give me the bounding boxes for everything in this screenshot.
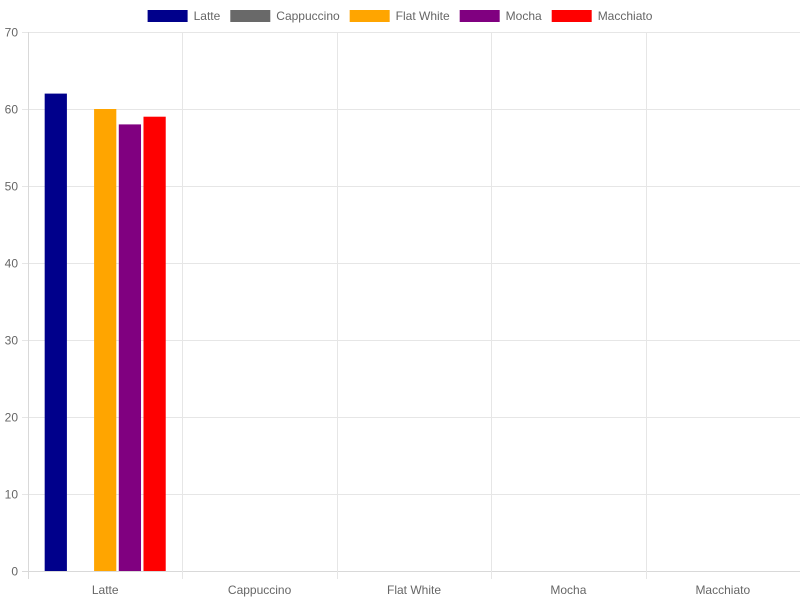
legend-item-mocha[interactable]: Mocha bbox=[459, 9, 542, 23]
legend-swatch bbox=[551, 10, 592, 22]
bars bbox=[44, 93, 166, 572]
legend-label: Mocha bbox=[506, 9, 542, 23]
x-tick-label: Flat White bbox=[387, 583, 441, 597]
y-tick-label: 50 bbox=[5, 180, 19, 194]
y-tick-label: 60 bbox=[5, 103, 19, 117]
y-tick-label: 20 bbox=[5, 411, 19, 425]
legend-label: Flat White bbox=[396, 9, 450, 23]
bar-flat-white[interactable] bbox=[94, 109, 117, 571]
legend-label: Macchiato bbox=[598, 9, 653, 23]
bar-mocha[interactable] bbox=[118, 124, 142, 572]
legend-swatch bbox=[349, 10, 390, 22]
x-tick-label: Macchiato bbox=[695, 583, 750, 597]
legend-swatch bbox=[147, 10, 188, 22]
y-tick-label: 40 bbox=[5, 257, 19, 271]
legend-item-latte[interactable]: Latte bbox=[147, 9, 221, 23]
legend-swatch bbox=[230, 10, 271, 22]
y-tick-label: 30 bbox=[5, 334, 19, 348]
legend-item-flat-white[interactable]: Flat White bbox=[349, 9, 450, 23]
legend-item-cappuccino[interactable]: Cappuccino bbox=[230, 9, 340, 23]
x-tick-label: Latte bbox=[92, 583, 119, 597]
x-tick-label: Cappuccino bbox=[228, 583, 292, 597]
y-tick-label: 10 bbox=[5, 488, 19, 502]
legend[interactable]: Latte Cappuccino Flat White Mocha Macchiato bbox=[147, 9, 653, 23]
y-tick-label: 0 bbox=[11, 565, 18, 579]
legend-swatch bbox=[459, 10, 500, 22]
legend-label: Cappuccino bbox=[276, 9, 340, 23]
axes: 0 10 20 30 40 50 60 70 Latte Cappuccino Flat White… bbox=[5, 26, 751, 598]
bar-latte[interactable] bbox=[44, 93, 67, 571]
legend-label: Latte bbox=[194, 9, 221, 23]
legend-item-macchiato[interactable]: Macchiato bbox=[551, 9, 653, 23]
bar-macchiato[interactable] bbox=[143, 116, 166, 571]
y-tick-label: 70 bbox=[5, 26, 19, 40]
x-tick-label: Mocha bbox=[550, 583, 586, 597]
